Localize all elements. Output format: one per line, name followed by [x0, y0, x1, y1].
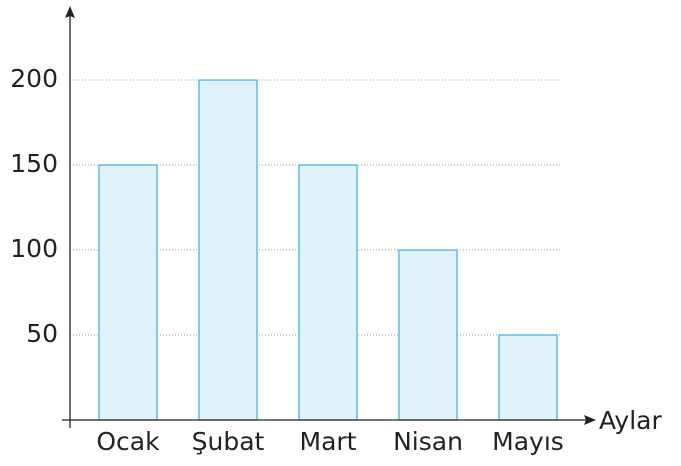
x-tick-label: Ocak — [96, 427, 160, 456]
y-tick-label: 100 — [10, 234, 58, 263]
bar — [198, 79, 258, 421]
x-tick-label: Şubat — [192, 427, 265, 456]
x-axis-label: Aylar — [599, 406, 662, 435]
y-axis-arrow — [65, 6, 75, 18]
x-tick-label: Nisan — [393, 427, 463, 456]
bar — [98, 164, 158, 421]
bar — [498, 334, 558, 421]
bar — [298, 164, 358, 421]
bar — [398, 249, 458, 421]
y-tick-label: 200 — [10, 64, 58, 93]
x-tick-label: Mayıs — [492, 427, 564, 456]
x-tick-label: Mart — [300, 427, 357, 456]
x-axis-arrow — [584, 415, 596, 425]
y-tick-label: 150 — [10, 149, 58, 178]
y-tick-label: 50 — [26, 319, 58, 348]
